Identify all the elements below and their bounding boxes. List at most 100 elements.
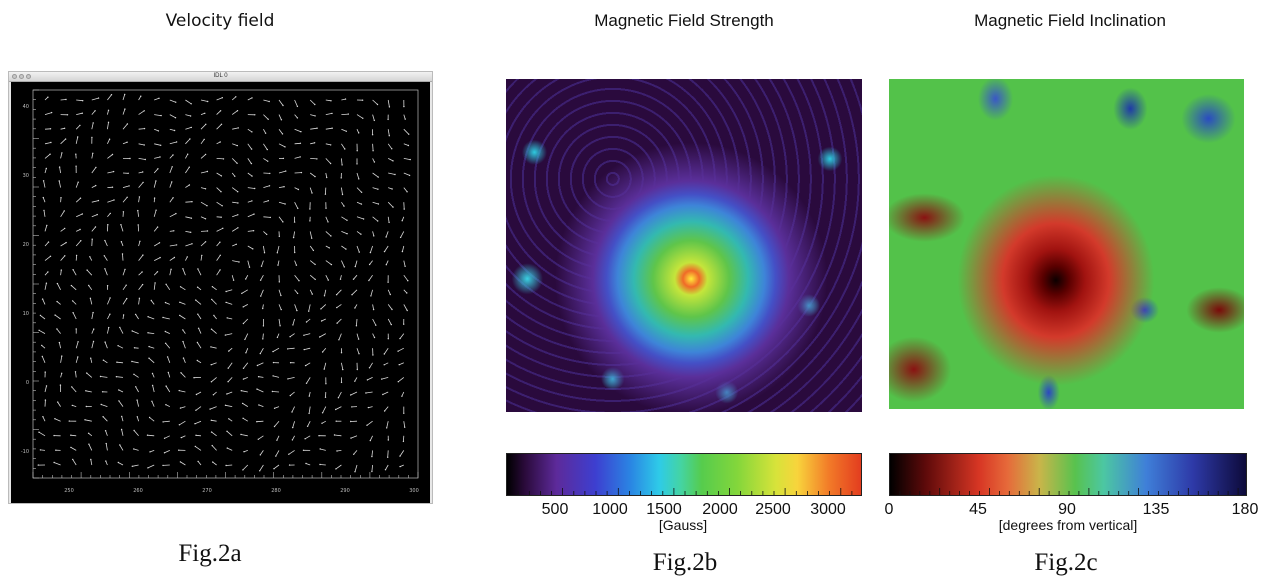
velocity-arrow-head xyxy=(343,205,345,207)
velocity-arrow xyxy=(76,112,83,115)
velocity-arrow xyxy=(278,289,282,296)
velocity-arrow-head xyxy=(39,449,42,451)
velocity-arrow-head xyxy=(308,310,310,312)
velocity-arrow xyxy=(294,202,299,209)
velocity-arrow-head xyxy=(111,186,114,188)
velocity-arrow xyxy=(131,361,139,364)
velocity-arrow xyxy=(136,400,139,407)
velocity-arrow-head xyxy=(53,434,55,437)
velocity-arrow xyxy=(41,345,46,349)
velocity-arrow-head xyxy=(318,435,320,437)
velocity-arrow-head xyxy=(262,338,264,340)
velocity-arrow xyxy=(294,304,298,311)
velocity-arrow-head xyxy=(86,269,88,271)
velocity-arrow-head xyxy=(102,359,105,361)
velocity-arrow-head xyxy=(150,299,152,302)
velocity-arrow xyxy=(154,114,162,116)
velocity-arrow xyxy=(153,210,157,217)
velocity-arrow xyxy=(75,240,82,247)
velocity-arrow xyxy=(309,231,313,239)
velocity-arrow-head xyxy=(362,117,364,119)
velocity-arrow-head xyxy=(75,153,77,155)
velocity-arrow-head xyxy=(80,240,82,242)
velocity-arrow xyxy=(288,450,295,455)
velocity-arrow xyxy=(294,114,298,119)
velocity-arrow-head xyxy=(313,142,316,144)
velocity-arrow-head xyxy=(55,449,57,451)
velocity-arrow xyxy=(138,298,140,305)
velocity-arrow-head xyxy=(324,193,327,195)
velocity-arrow-head xyxy=(53,461,55,464)
velocity-arrow xyxy=(198,328,202,334)
velocity-arrow-head xyxy=(160,114,162,117)
velocity-arrow xyxy=(197,360,202,364)
velocity-arrow xyxy=(169,244,177,247)
velocity-arrow-head xyxy=(397,350,399,352)
velocity-arrow xyxy=(324,289,327,296)
close-window-icon[interactable] xyxy=(12,74,17,79)
velocity-arrow-head xyxy=(118,389,120,391)
velocity-arrow-head xyxy=(360,191,363,193)
velocity-arrow xyxy=(257,362,264,366)
velocity-arrow xyxy=(165,331,170,334)
velocity-arrow xyxy=(76,213,83,218)
velocity-arrow xyxy=(91,167,97,174)
zoom-window-icon[interactable] xyxy=(26,74,31,79)
velocity-arrow-head xyxy=(72,312,74,314)
velocity-arrow xyxy=(212,461,217,466)
velocity-arrow-head xyxy=(104,341,106,343)
velocity-arrow xyxy=(165,284,171,291)
velocity-arrow-head xyxy=(331,127,333,129)
velocity-arrow-head xyxy=(347,113,349,115)
velocity-arrow xyxy=(370,245,373,253)
velocity-arrow-head xyxy=(72,458,74,461)
velocity-arrow-head xyxy=(179,461,182,463)
strength-colorbar-unit: [Gauss] xyxy=(658,517,708,533)
velocity-arrow-head xyxy=(271,390,274,393)
velocity-arrow xyxy=(287,347,295,350)
velocity-arrow-head xyxy=(273,468,275,470)
velocity-arrow xyxy=(387,143,393,150)
velocity-arrow-head xyxy=(158,97,160,99)
velocity-arrow-head xyxy=(314,115,316,117)
velocity-arrow-head xyxy=(178,449,180,451)
velocity-arrow-head xyxy=(289,394,291,397)
velocity-arrow-head xyxy=(228,350,230,352)
velocity-arrow xyxy=(210,346,217,349)
velocity-arrow-head xyxy=(404,265,406,267)
velocity-arrow-head xyxy=(382,393,384,396)
velocity-arrow-head xyxy=(234,175,236,177)
velocity-arrow-head xyxy=(237,127,239,129)
velocity-arrow xyxy=(247,213,255,218)
velocity-arrow-head xyxy=(355,325,358,327)
velocity-arrow xyxy=(384,362,389,366)
velocity-arrow xyxy=(133,430,139,437)
velocity-arrow-head xyxy=(386,427,388,429)
velocity-arrow-head xyxy=(304,438,306,440)
velocity-arrow xyxy=(306,318,311,323)
velocity-arrow-head xyxy=(124,93,126,96)
velocity-arrow xyxy=(180,372,186,378)
velocity-arrow-head xyxy=(91,238,93,240)
velocity-arrow xyxy=(180,286,186,291)
velocity-arrow xyxy=(216,255,221,261)
velocity-arrow xyxy=(278,170,286,174)
velocity-arrow-head xyxy=(329,162,332,165)
velocity-arrow-head xyxy=(305,462,307,465)
window-title-bar[interactable]: IDL 0 xyxy=(9,72,432,82)
velocity-arrow-head xyxy=(45,167,47,170)
velocity-arrow-head xyxy=(280,308,282,311)
velocity-arrow-head xyxy=(350,437,352,439)
velocity-arrow-head xyxy=(165,404,167,406)
velocity-arrow-head xyxy=(256,364,259,367)
velocity-arrow xyxy=(341,260,345,268)
velocity-arrow-head xyxy=(273,425,276,428)
velocity-arrow xyxy=(164,450,170,454)
velocity-arrow-head xyxy=(399,455,401,457)
velocity-arrow xyxy=(200,241,206,247)
velocity-arrow xyxy=(89,256,93,261)
minimize-window-icon[interactable] xyxy=(19,74,24,79)
velocity-arrow-head xyxy=(47,271,49,273)
velocity-arrow-head xyxy=(221,205,223,207)
velocity-arrow xyxy=(104,240,108,247)
